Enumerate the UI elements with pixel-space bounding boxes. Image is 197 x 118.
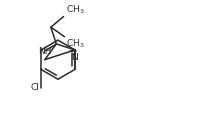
- Text: NH: NH: [38, 47, 52, 56]
- Text: N: N: [72, 53, 78, 62]
- Text: CH$_3$: CH$_3$: [66, 4, 84, 16]
- Text: CH$_3$: CH$_3$: [66, 37, 85, 50]
- Text: Cl: Cl: [30, 83, 39, 92]
